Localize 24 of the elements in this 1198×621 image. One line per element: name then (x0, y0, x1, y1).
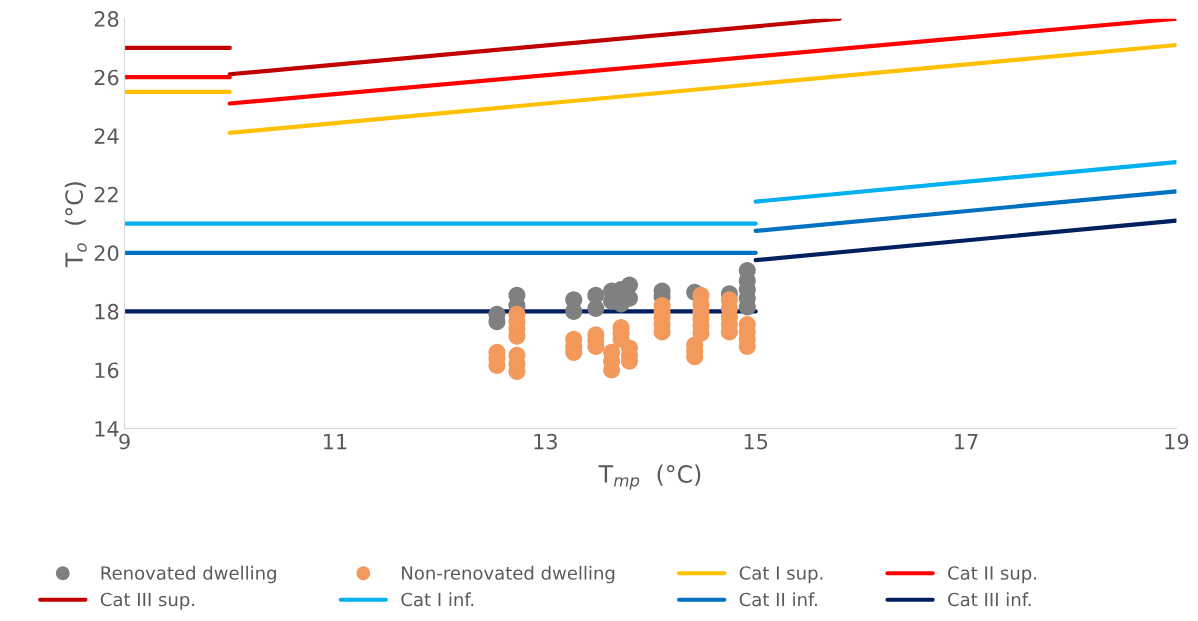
y-tick-label: 16 (95, 362, 119, 379)
x-tick-label: 17 (955, 433, 978, 450)
legend-label: Cat I sup. (739, 566, 823, 584)
y-tick-label: 24 (94, 128, 119, 144)
legend-label: Cat III sup. (100, 592, 195, 610)
legend-label: Cat I inf. (401, 592, 474, 607)
y-axis-title: T$_{o}$ (°C) (64, 182, 87, 268)
legend-label: Non-renovated dwelling (402, 565, 615, 584)
legend-label: Renovated dwelling (101, 565, 276, 584)
x-tick-label: 19 (1165, 433, 1189, 450)
y-tick-label: 28 (94, 11, 119, 27)
y-tick-label: 20 (94, 245, 119, 262)
y-tick-label: 26 (94, 69, 119, 86)
x-tick-label: 15 (744, 433, 768, 450)
y-tick-label: 14 (95, 421, 119, 437)
x-tick-label: 9 (119, 433, 130, 450)
x-tick-label: 13 (534, 433, 557, 450)
legend-label: Cat III inf. (948, 592, 1031, 607)
x-tick-label: 11 (323, 433, 347, 450)
legend-label: Cat II sup. (948, 566, 1037, 584)
x-axis-title: T$_{mp}$ (°C) (598, 464, 701, 490)
y-tick-label: 18 (95, 303, 119, 320)
legend-label: Cat II inf. (739, 592, 817, 607)
y-tick-label: 22 (94, 186, 118, 203)
